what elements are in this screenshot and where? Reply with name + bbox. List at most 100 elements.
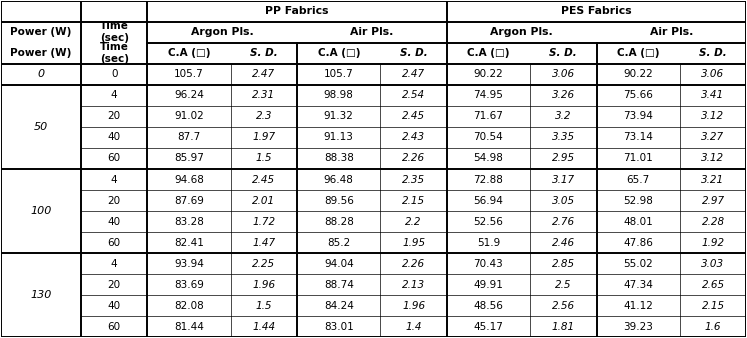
- Bar: [680, 232, 746, 253]
- Text: 2.43: 2.43: [402, 132, 425, 142]
- Bar: [1, 85, 81, 169]
- Bar: [81, 64, 147, 85]
- Bar: [597, 106, 680, 127]
- Text: 71.01: 71.01: [623, 153, 653, 164]
- Bar: [147, 43, 231, 64]
- Bar: [447, 274, 530, 295]
- Text: 47.86: 47.86: [623, 238, 653, 248]
- Text: 3.12: 3.12: [701, 153, 725, 164]
- Bar: [231, 169, 297, 190]
- Text: 1.6: 1.6: [704, 322, 722, 332]
- Bar: [680, 85, 746, 106]
- Bar: [147, 1, 447, 22]
- Text: Air Pls.: Air Pls.: [350, 27, 394, 37]
- Bar: [597, 211, 680, 232]
- Text: 100: 100: [30, 206, 52, 216]
- Bar: [447, 1, 746, 22]
- Bar: [297, 253, 380, 274]
- Bar: [147, 211, 231, 232]
- Text: 83.28: 83.28: [174, 217, 204, 226]
- Text: 3.06: 3.06: [552, 69, 575, 79]
- Text: 2.2: 2.2: [406, 217, 422, 226]
- Text: 96.48: 96.48: [324, 174, 353, 185]
- Text: 2.45: 2.45: [402, 112, 425, 121]
- Text: 2.3: 2.3: [255, 112, 272, 121]
- Text: 3.12: 3.12: [701, 112, 725, 121]
- Bar: [81, 274, 147, 295]
- Text: 40: 40: [108, 132, 121, 142]
- Text: 91.13: 91.13: [324, 132, 353, 142]
- Bar: [530, 64, 597, 85]
- Text: 3.03: 3.03: [701, 259, 725, 269]
- Bar: [597, 190, 680, 211]
- Bar: [380, 169, 447, 190]
- Text: 89.56: 89.56: [324, 196, 353, 206]
- Text: 2.25: 2.25: [252, 259, 276, 269]
- Bar: [147, 106, 231, 127]
- Text: 2.5: 2.5: [555, 280, 571, 290]
- Text: 2.97: 2.97: [701, 196, 725, 206]
- Bar: [680, 295, 746, 316]
- Bar: [231, 64, 297, 85]
- Text: 39.23: 39.23: [623, 322, 653, 332]
- Bar: [380, 148, 447, 169]
- Text: 73.14: 73.14: [623, 132, 653, 142]
- Text: 2.28: 2.28: [701, 217, 725, 226]
- Bar: [297, 106, 380, 127]
- Bar: [1, 1, 81, 22]
- Text: 2.26: 2.26: [402, 153, 425, 164]
- Text: 56.94: 56.94: [474, 196, 503, 206]
- Text: 85.97: 85.97: [174, 153, 204, 164]
- Text: 1.47: 1.47: [252, 238, 276, 248]
- Bar: [297, 148, 380, 169]
- Text: 90.22: 90.22: [474, 69, 503, 79]
- Text: 1.96: 1.96: [402, 301, 425, 311]
- Bar: [530, 232, 597, 253]
- Bar: [81, 22, 147, 43]
- Text: Air Pls.: Air Pls.: [650, 27, 693, 37]
- Bar: [680, 253, 746, 274]
- Bar: [447, 106, 530, 127]
- Bar: [147, 190, 231, 211]
- Bar: [530, 127, 597, 148]
- Bar: [231, 127, 297, 148]
- Text: 82.41: 82.41: [174, 238, 204, 248]
- Bar: [380, 190, 447, 211]
- Text: 2.15: 2.15: [402, 196, 425, 206]
- Text: Argon Pls.: Argon Pls.: [490, 27, 553, 37]
- Bar: [297, 295, 380, 316]
- Text: 3.35: 3.35: [552, 132, 575, 142]
- Text: 40: 40: [108, 301, 121, 311]
- Bar: [81, 190, 147, 211]
- Text: Time
(sec): Time (sec): [99, 43, 128, 64]
- Bar: [297, 127, 380, 148]
- Bar: [231, 295, 297, 316]
- Text: 2.35: 2.35: [402, 174, 425, 185]
- Text: 40: 40: [108, 217, 121, 226]
- Bar: [81, 253, 147, 274]
- Text: 3.06: 3.06: [701, 69, 725, 79]
- Text: PP Fabrics: PP Fabrics: [265, 6, 329, 16]
- Bar: [447, 148, 530, 169]
- Text: C.A (□): C.A (□): [467, 48, 509, 58]
- Text: 71.67: 71.67: [474, 112, 503, 121]
- Bar: [297, 211, 380, 232]
- Bar: [147, 232, 231, 253]
- Text: 91.02: 91.02: [174, 112, 204, 121]
- Text: 94.04: 94.04: [324, 259, 353, 269]
- Text: 3.05: 3.05: [552, 196, 575, 206]
- Text: Argon Pls.: Argon Pls.: [191, 27, 254, 37]
- Bar: [447, 43, 530, 64]
- Text: 84.24: 84.24: [324, 301, 353, 311]
- Bar: [530, 253, 597, 274]
- Bar: [597, 232, 680, 253]
- Bar: [380, 316, 447, 337]
- Bar: [1, 169, 81, 253]
- Bar: [81, 85, 147, 106]
- Bar: [380, 211, 447, 232]
- Bar: [447, 127, 530, 148]
- Bar: [597, 43, 680, 64]
- Bar: [147, 316, 231, 337]
- Text: 48.01: 48.01: [623, 217, 653, 226]
- Text: 73.94: 73.94: [623, 112, 653, 121]
